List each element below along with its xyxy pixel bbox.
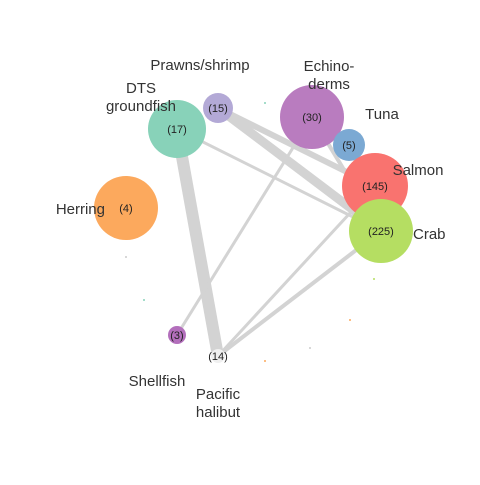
node-count-dts: (17) [167, 124, 187, 136]
node-label-crab: Crab [413, 226, 446, 243]
edge-dts-halibut [171, 127, 224, 358]
speck-5 [125, 256, 127, 258]
speck-4 [264, 360, 266, 362]
speck-0 [264, 102, 266, 104]
node-count-tuna: (5) [342, 140, 355, 152]
node-shellfish [168, 326, 186, 344]
node-count-echinoderms: (30) [302, 112, 322, 124]
node-count-shellfish: (3) [170, 330, 183, 342]
node-halibut [211, 349, 225, 363]
node-label-shellfish: Shellfish [129, 373, 186, 390]
node-label-halibut: Pacific halibut [196, 386, 241, 421]
node-label-herring: Herring [56, 201, 105, 218]
specks-layer [125, 102, 375, 362]
nodes-layer [94, 85, 413, 363]
speck-1 [373, 278, 375, 280]
node-label-prawns: Prawns/shrimp [150, 57, 249, 74]
edge-dts-crab [176, 127, 382, 233]
speck-6 [309, 347, 311, 349]
node-prawns [203, 93, 233, 123]
edge-salmon-halibut [216, 184, 377, 358]
edge-echinoderms-shellfish [175, 116, 314, 336]
node-tuna [333, 129, 365, 161]
speck-3 [349, 319, 351, 321]
node-herring [94, 176, 158, 240]
node-count-crab: (225) [368, 226, 394, 238]
node-label-dts: DTS groundfish [106, 80, 176, 115]
node-count-herring: (4) [119, 203, 132, 215]
node-count-prawns: (15) [208, 103, 228, 115]
node-dts [148, 100, 206, 158]
edge-crab-halibut [216, 229, 383, 358]
node-echinoderms [280, 85, 344, 149]
node-label-echinoderms: Echino-derms [304, 58, 355, 93]
node-crab [349, 199, 413, 263]
node-label-tuna: Tuna [365, 106, 399, 123]
node-count-halibut: (14) [208, 351, 228, 363]
node-count-salmon: (145) [362, 181, 388, 193]
speck-2 [143, 299, 145, 301]
node-label-salmon: Salmon [393, 162, 444, 179]
labels-layer: (15) Prawns/shrimp (30) Echino-derms (5) Tuna… [56, 57, 446, 421]
